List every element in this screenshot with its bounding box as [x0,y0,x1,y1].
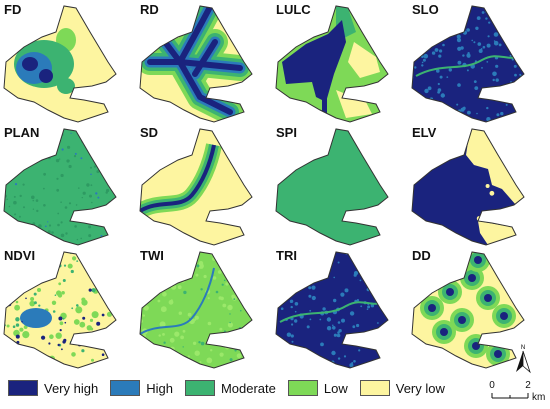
map-outline [139,251,253,369]
legend-swatch [287,380,318,396]
scale-start-label: 0 [489,380,495,391]
legend-swatch [110,380,141,396]
legend-swatch [359,380,390,396]
map-panel-sd: SD [139,125,253,246]
legend-item: Very high [8,380,98,396]
map-panel-twi: TWI [139,248,253,369]
map-panel-rd: RD [139,2,253,123]
legend-label: Low [323,380,348,396]
north-arrow-icon: N [516,345,531,374]
map-panel-lulc: LULC [275,2,389,123]
map-panel-label: SD [140,125,158,140]
legend-label: High [146,380,173,396]
map-panel-label: DD [412,248,431,263]
map-outline [275,128,389,246]
map-grid: FD RD LULC SLO PLAN SD SPI ELV NDVI TWI TRI DD [3,2,525,369]
legend-label: Very high [44,380,99,396]
map-panel-spi: SPI [275,125,389,246]
map-outline [411,5,525,123]
map-panel-tri: TRI [275,248,389,369]
map-outline [3,128,117,246]
map-fill [4,252,116,368]
map-panel-label: SPI [276,125,297,140]
map-outline [139,5,253,123]
map-fill [276,252,388,368]
map-panel-fd: FD [3,2,117,123]
map-outline [411,128,525,246]
map-panel-label: LULC [276,2,311,17]
map-outline [3,251,117,369]
map-outline [275,5,389,123]
map-outline [275,251,389,369]
map-panel-label: FD [4,2,21,17]
legend-label: Very low [395,380,445,396]
map-panel-ndvi: NDVI [3,248,117,369]
map-panel-label: TRI [276,248,297,263]
legend-item: Low [287,380,348,396]
legend-swatch [184,380,215,396]
map-outline [3,5,117,123]
legend-swatch [8,380,38,396]
map-panel-elv: ELV [411,125,525,246]
legend: Very high High Moderate Low Very low [8,376,451,400]
map-panel-label: RD [140,2,159,17]
map-fill [140,252,252,368]
map-panel-label: ELV [412,125,437,140]
map-outline [411,251,525,369]
scale-end-label: 2 [525,380,531,391]
legend-label: Moderate [220,380,276,396]
map-panel-label: SLO [412,2,439,17]
map-panel-label: PLAN [4,125,39,140]
scale-unit-label: km [532,392,545,403]
legend-item: High [110,380,173,396]
north-label: N [521,345,525,351]
map-outline [139,128,253,246]
map-panel-plan: PLAN [3,125,117,246]
legend-item: Moderate [184,380,276,396]
legend-item: Very low [359,380,445,396]
map-panel-slo: SLO [411,2,525,123]
map-panel-label: NDVI [4,248,35,263]
scale-bar: 0 2 km [489,380,545,403]
map-panel-label: TWI [140,248,164,263]
